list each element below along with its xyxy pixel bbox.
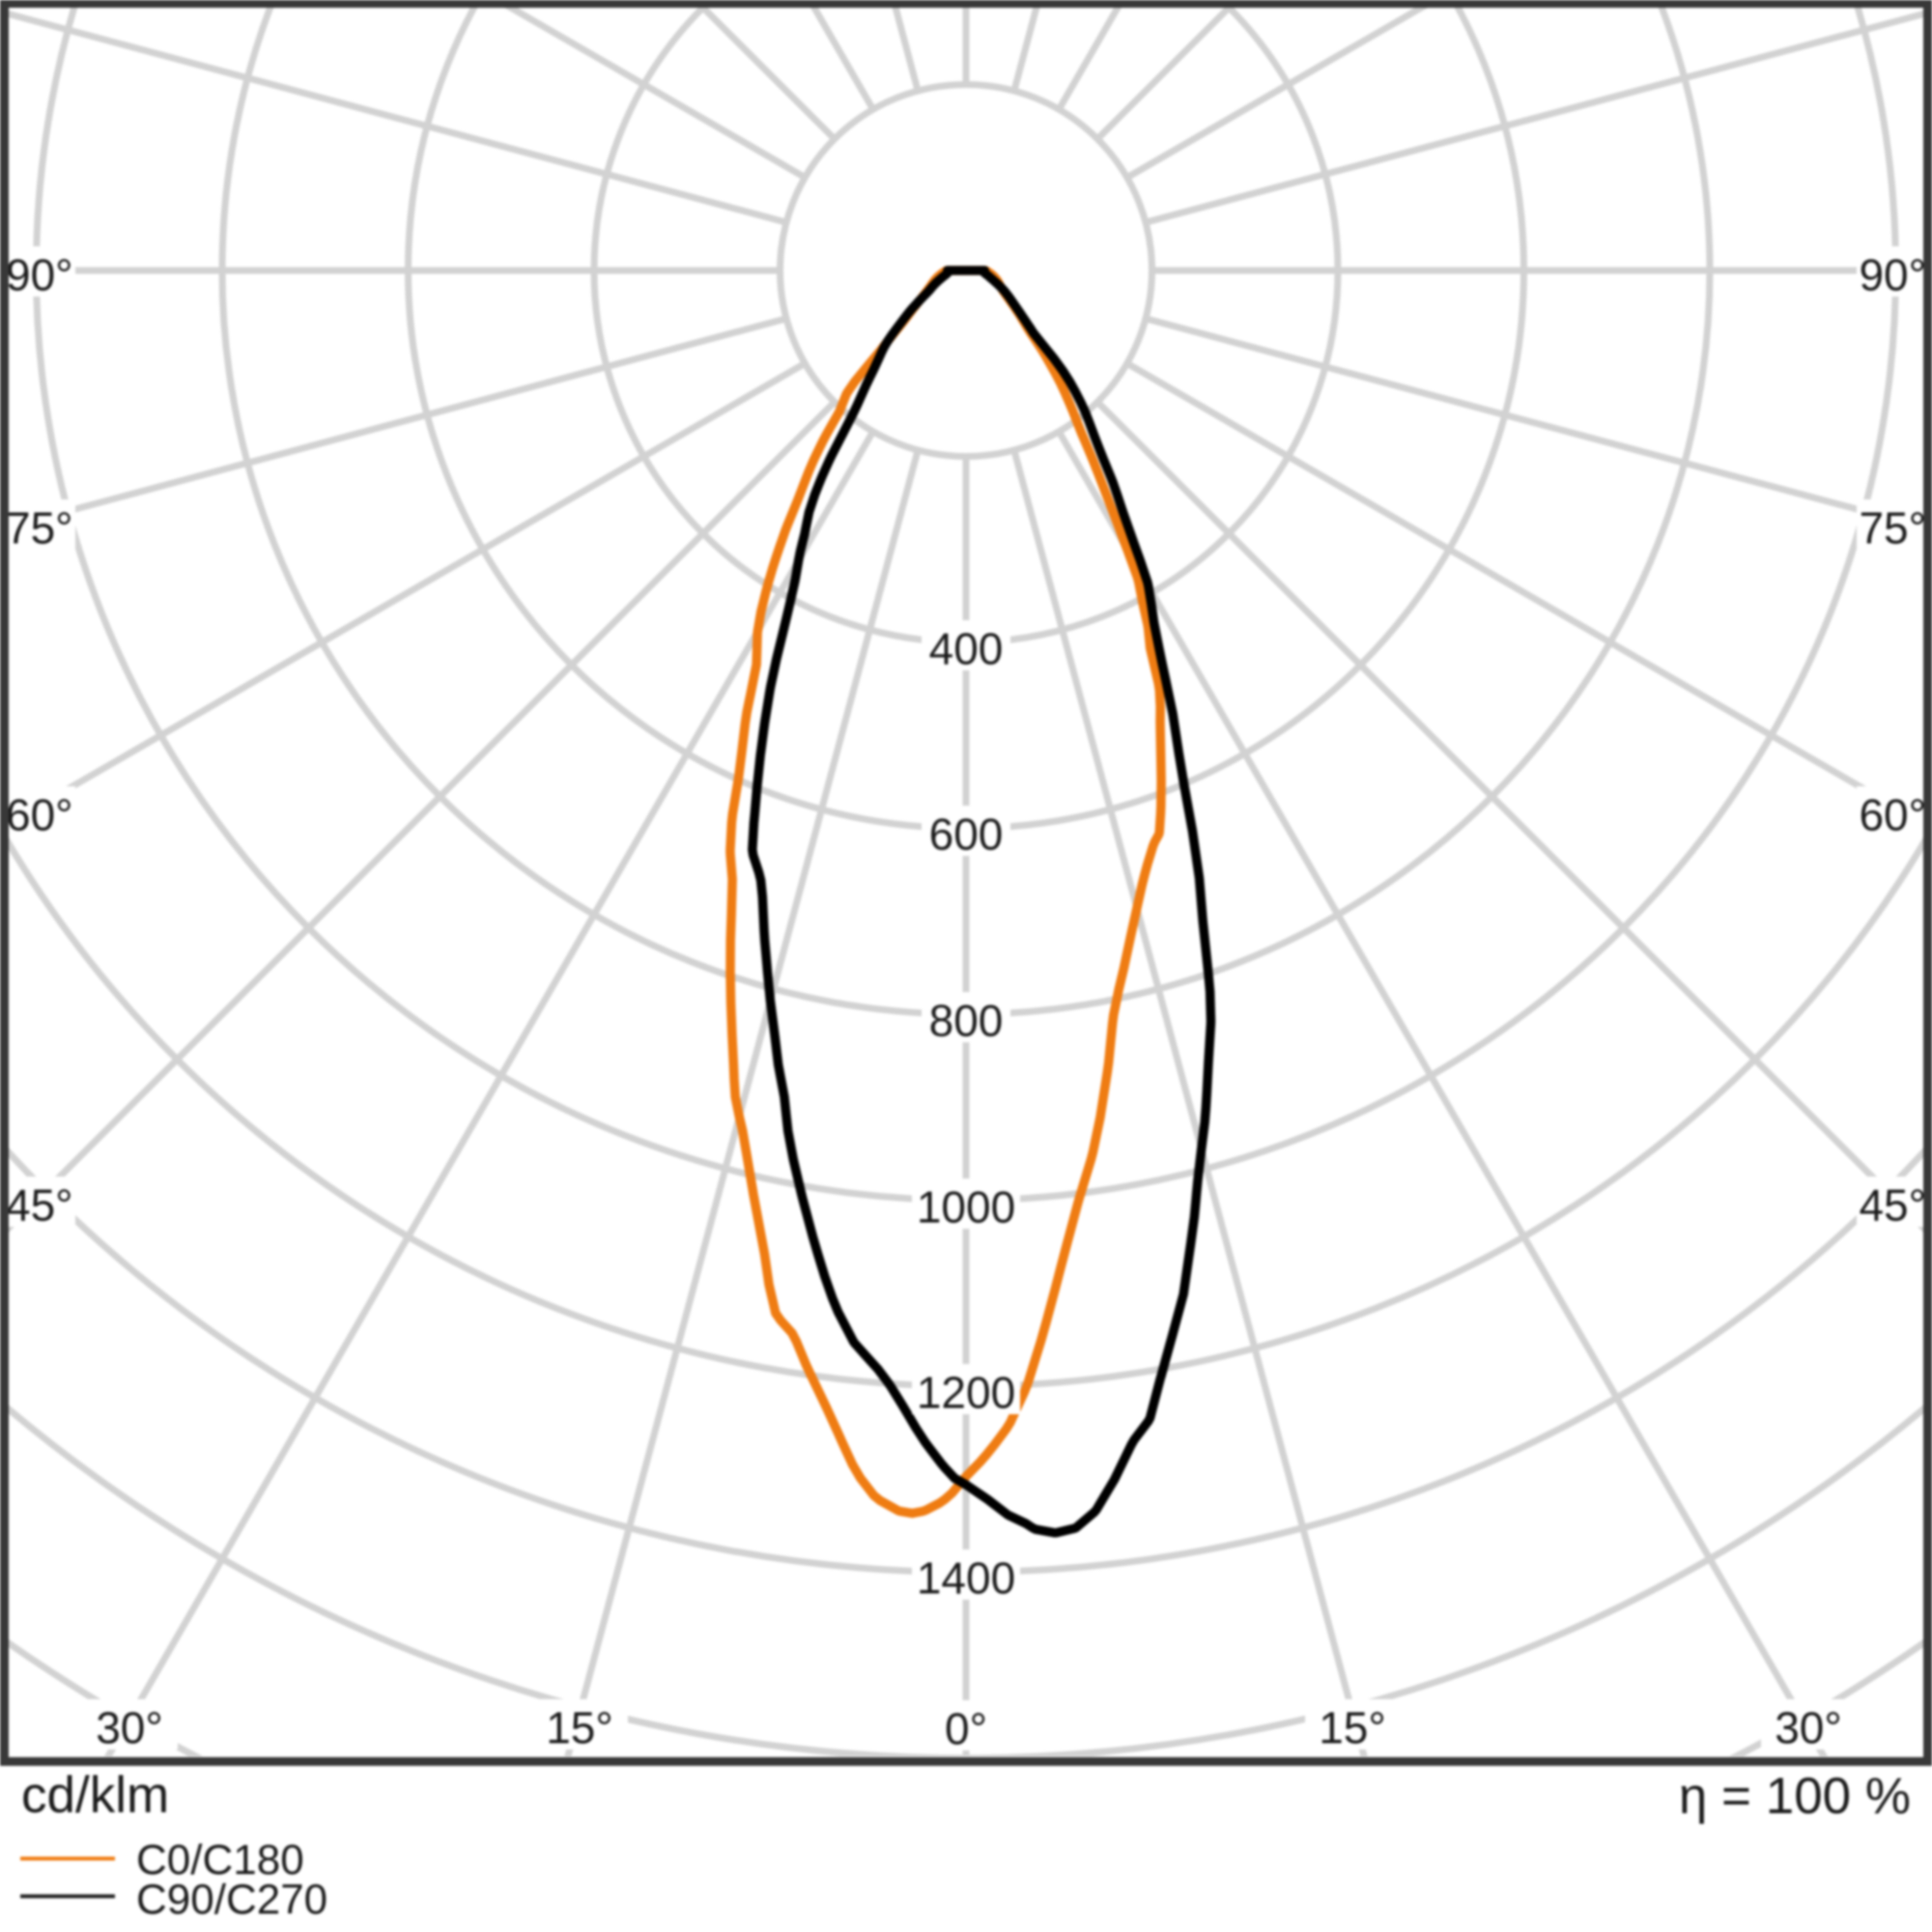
svg-text:C90/C270: C90/C270: [136, 1876, 327, 1923]
svg-text:60°: 60°: [1859, 790, 1926, 840]
svg-text:45°: 45°: [6, 1180, 73, 1231]
svg-text:60°: 60°: [6, 790, 73, 840]
svg-text:15°: 15°: [546, 1703, 613, 1753]
svg-text:1200: 1200: [917, 1368, 1015, 1418]
svg-text:15°: 15°: [1319, 1703, 1386, 1753]
svg-text:cd/klm: cd/klm: [21, 1767, 169, 1824]
svg-text:75°: 75°: [6, 503, 73, 554]
svg-text:90°: 90°: [1859, 250, 1926, 300]
svg-text:45°: 45°: [1859, 1180, 1926, 1231]
svg-text:η = 100 %: η = 100 %: [1679, 1768, 1911, 1825]
svg-text:90°: 90°: [6, 250, 73, 300]
svg-text:75°: 75°: [1859, 503, 1926, 554]
svg-text:30°: 30°: [96, 1703, 163, 1753]
svg-text:600: 600: [929, 810, 1004, 860]
svg-text:1400: 1400: [917, 1553, 1015, 1604]
svg-text:30°: 30°: [1775, 1703, 1842, 1753]
svg-text:C0/C180: C0/C180: [136, 1836, 304, 1884]
svg-text:400: 400: [929, 624, 1004, 674]
svg-text:1000: 1000: [917, 1182, 1015, 1233]
svg-text:800: 800: [929, 996, 1004, 1046]
svg-text:0°: 0°: [945, 1704, 987, 1754]
